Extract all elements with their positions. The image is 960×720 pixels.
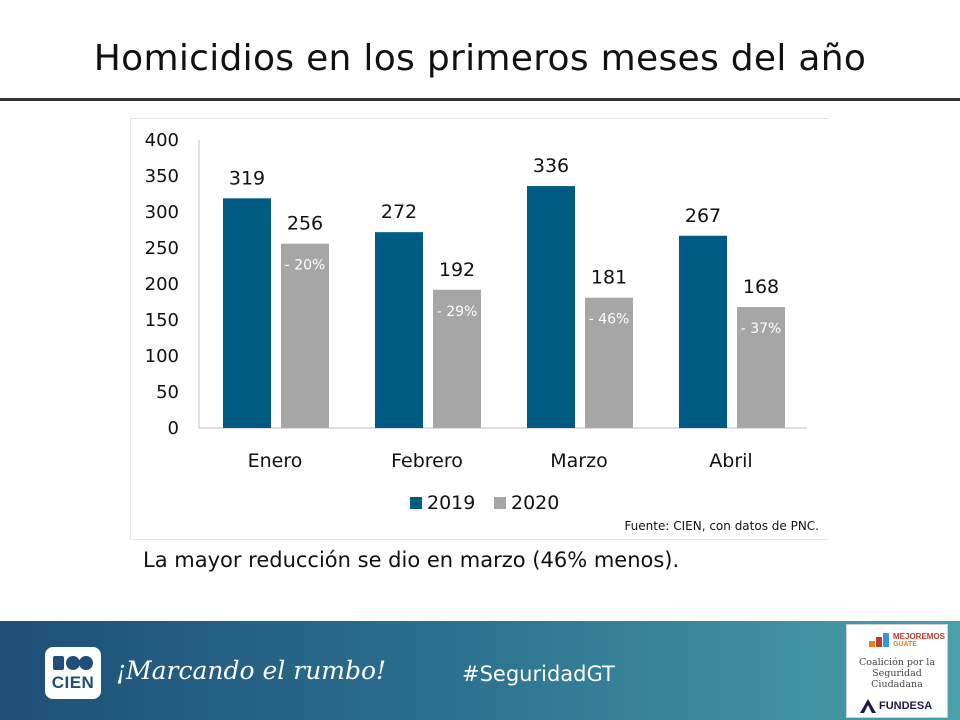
mejoremos-guate-text: MEJOREMOS GUATE [893, 633, 945, 649]
x-tick-label: Abril [709, 450, 752, 472]
x-tick-label: Enero [248, 450, 303, 472]
y-tick-label: 350 [145, 166, 179, 187]
y-tick-label: 200 [145, 274, 179, 295]
slide-title: Homicidios en los primeros meses del año [93, 38, 867, 79]
summary-text: La mayor reducción se dio en marzo (46% … [143, 548, 680, 572]
fundesa-text: FUNDESA [879, 700, 933, 712]
bar-2020-febrero [433, 289, 481, 428]
data-label: 256 [287, 213, 323, 235]
bar-2020-abril [737, 307, 785, 428]
data-label: 267 [685, 205, 721, 227]
y-tick-label: 300 [145, 202, 179, 223]
y-tick-label: 400 [145, 130, 179, 151]
legend-label: 2019 [427, 492, 475, 514]
bar-chart: 0 50 100 150 200 250 300 350 400 319 256 - 20% Enero… [145, 130, 807, 514]
bar-2020-enero [281, 243, 329, 428]
y-tick-label: 150 [145, 310, 179, 331]
mejoremos-guate-icon [869, 633, 889, 647]
partner-logos: MEJOREMOS GUATE Coalición por la Segurid… [846, 624, 948, 718]
data-label: 336 [533, 155, 569, 177]
coalition-line-1: Coalición por la [858, 657, 935, 668]
fundesa-icon [860, 699, 876, 713]
data-label: 192 [439, 259, 475, 281]
slogan: ¡Marcando el rumbo! [116, 656, 387, 685]
y-tick-label: 50 [156, 382, 179, 403]
bar-2019-enero [223, 198, 271, 428]
bar-2019-abril [679, 235, 727, 428]
guate-text: GUATE [893, 641, 917, 648]
bar-2019-febrero [375, 232, 423, 428]
cien-logo-text: CIEN [51, 673, 95, 692]
legend-swatch-2019 [410, 497, 422, 509]
legend-swatch-2020 [494, 497, 506, 509]
footer-banner: CIEN ¡Marcando el rumbo! #SeguridadGT ME… [0, 621, 960, 720]
coalition-line-2: Seguridad Ciudadana [871, 668, 923, 690]
mejoremos-text: MEJOREMOS [893, 632, 946, 641]
y-tick-label: 250 [145, 238, 179, 259]
cien-logo: CIEN [45, 647, 101, 699]
legend-label: 2020 [511, 492, 559, 514]
data-label: 168 [743, 276, 779, 298]
bar-2020-marzo [585, 297, 633, 428]
change-label: - 46% [589, 312, 630, 328]
bar-2019-marzo [527, 186, 575, 428]
data-label: 181 [591, 267, 627, 289]
change-label: - 29% [437, 304, 478, 320]
y-tick-label: 100 [145, 346, 179, 367]
fundesa-logo: FUNDESA [859, 698, 945, 714]
title-rule [0, 98, 960, 101]
data-label: 272 [381, 201, 417, 223]
chart-container: 0 50 100 150 200 250 300 350 400 319 256 - 20% Enero… [130, 118, 829, 540]
change-label: - 20% [285, 258, 326, 274]
x-tick-label: Marzo [550, 450, 607, 472]
source-note: Fuente: CIEN, con datos de PNC. [624, 519, 819, 533]
data-label: 319 [229, 167, 265, 189]
y-tick-label: 0 [168, 418, 179, 439]
cien-dots-icon [53, 656, 93, 670]
change-label: - 37% [741, 321, 782, 337]
hashtag: #SeguridadGT [462, 662, 615, 686]
coalition-text: Coalición por la Seguridad Ciudadana [847, 657, 947, 690]
x-tick-label: Febrero [391, 450, 463, 472]
